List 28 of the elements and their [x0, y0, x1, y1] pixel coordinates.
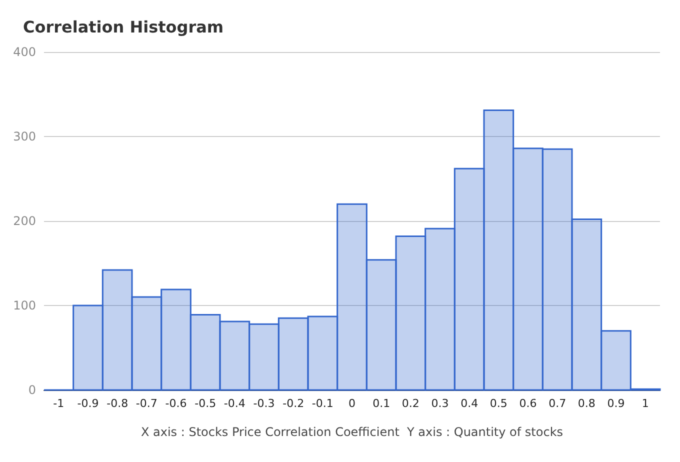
x-tick-label: 0.7	[548, 397, 566, 410]
x-tick-label: 0.3	[431, 397, 449, 410]
x-tick-label: 0.2	[402, 397, 420, 410]
x-tick-label: 1	[642, 397, 649, 410]
y-tick-label: 0	[28, 383, 36, 397]
x-tick-label: -0.5	[194, 397, 216, 410]
x-tick-label: -0.2	[282, 397, 304, 410]
x-tick-label: 0.4	[460, 397, 478, 410]
x-tick-label: 0.5	[490, 397, 508, 410]
x-tick-label: 0.8	[578, 397, 596, 410]
x-axis-title: X axis : Stocks Price Correlation Coefficient Y axis : Quantity of stocks	[140, 425, 564, 439]
chart-title: Correlation Histogram	[23, 18, 224, 36]
x-tick-label: -0.7	[136, 397, 158, 410]
y-tick-label: 400	[13, 45, 36, 59]
y-tick-label: 100	[13, 298, 36, 312]
x-tick-label: -0.6	[165, 397, 187, 410]
x-tick-label: 0.1	[372, 397, 390, 410]
x-tick-label: -0.3	[253, 397, 275, 410]
y-tick-label: 300	[13, 130, 36, 144]
x-tick-label: -0.4	[224, 397, 246, 410]
x-tick-label: -0.1	[312, 397, 334, 410]
x-tick-label: 0.9	[607, 397, 625, 410]
x-tick-label: -0.8	[106, 397, 128, 410]
x-tick-label: 0.6	[519, 397, 537, 410]
y-tick-label: 200	[13, 214, 36, 228]
x-tick-label: 0	[348, 397, 356, 410]
x-tick-label: -1	[53, 397, 64, 410]
x-tick-label: -0.9	[77, 397, 99, 410]
